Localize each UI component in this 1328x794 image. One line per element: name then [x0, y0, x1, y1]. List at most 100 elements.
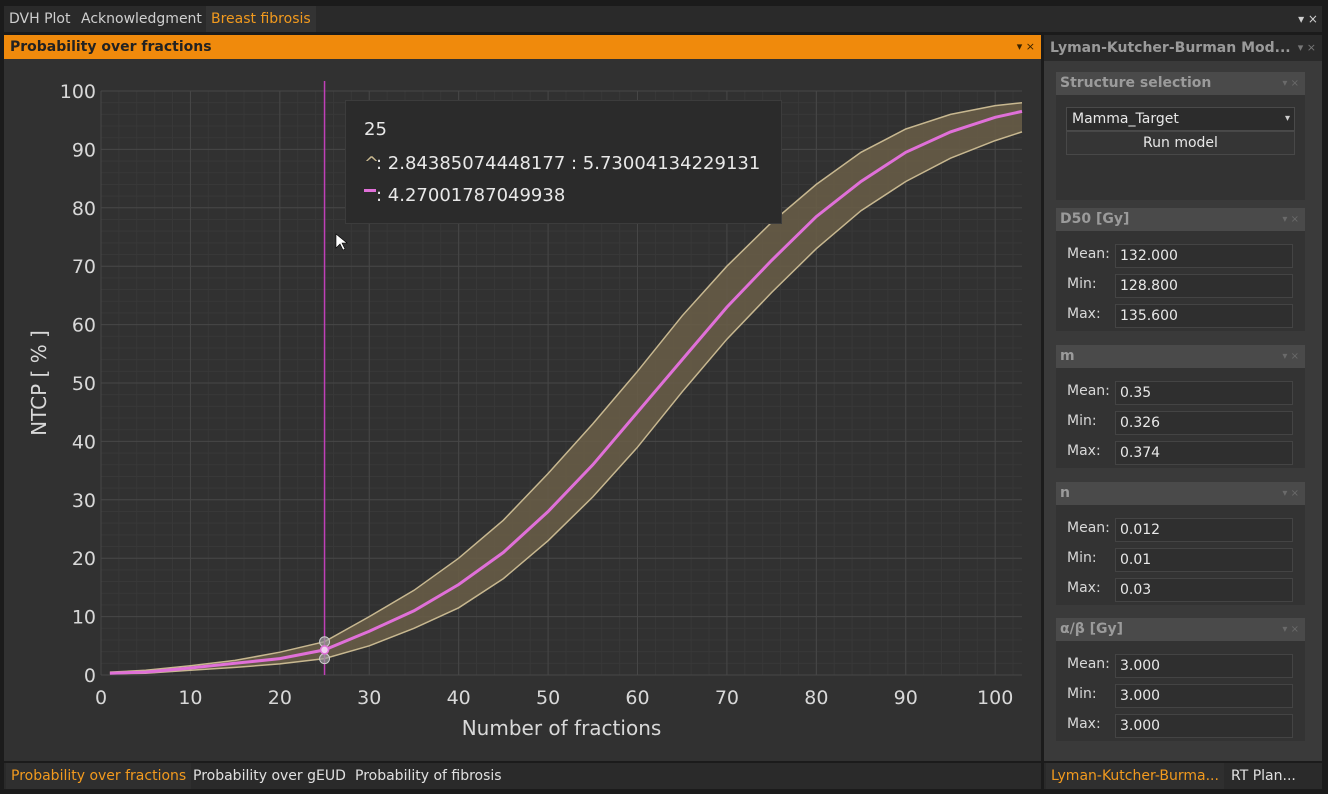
mean-point-marker	[319, 645, 330, 655]
x-tick-label: 50	[536, 687, 560, 709]
max-label: Max:	[1067, 443, 1101, 459]
y-tick-label: 50	[72, 373, 96, 395]
n-max-field[interactable]: 0.03	[1115, 578, 1293, 602]
tab-probability-of-fibrosis[interactable]: Probability of fibrosis	[355, 768, 502, 784]
y-tick-label: 10	[72, 607, 96, 629]
document-tab-bar: DVH Plot Acknowledgment Breast fibrosis …	[4, 6, 1322, 32]
x-tick-label: 100	[977, 687, 1013, 709]
n-mean-field[interactable]: 0.012	[1115, 518, 1293, 542]
panel-pin-close-controls[interactable]: ▾ ×	[1016, 40, 1035, 53]
m-max-field[interactable]: 0.374	[1115, 441, 1293, 465]
m-mean-field[interactable]: 0.35	[1115, 381, 1293, 405]
tab-acknowledgment[interactable]: Acknowledgment	[81, 11, 202, 27]
panel-pin-close-controls[interactable]: ▾ ×	[1297, 41, 1316, 54]
band-lower-edge	[109, 131, 1023, 675]
tab-probability-over-fractions[interactable]: Probability over fractions	[6, 763, 192, 789]
group-controls: ▾ ×	[1282, 624, 1299, 635]
group-controls: ▾ ×	[1282, 488, 1299, 499]
confidence-band	[109, 102, 1022, 674]
group-label: D50 [Gy]	[1060, 211, 1130, 227]
min-label: Min:	[1067, 276, 1097, 292]
x-tick-label: 20	[268, 687, 292, 709]
group-label: Structure selection	[1060, 75, 1212, 91]
n-min-field[interactable]: 0.01	[1115, 548, 1293, 572]
group-controls: ▾ ×	[1282, 351, 1299, 362]
min-label: Min:	[1067, 550, 1097, 566]
x-tick-label: 80	[804, 687, 828, 709]
mouse-cursor-icon	[335, 233, 348, 251]
x-tick-label: 0	[95, 687, 107, 709]
tooltip-band-row: ^: 2.84385074448177 : 5.73004134229131	[364, 153, 760, 174]
structure-selected-value: Mamma_Target	[1072, 111, 1179, 127]
alpha-beta-mean-field[interactable]: 3.000	[1115, 654, 1293, 678]
structure-selection-header: Structure selection ▾ ×	[1056, 72, 1305, 95]
group-header-alpha-beta: α/β [Gy] ▾ ×	[1056, 618, 1305, 641]
alpha-beta-max-field[interactable]: 3.000	[1115, 714, 1293, 738]
x-axis-title: Number of fractions	[462, 716, 662, 740]
min-label: Min:	[1067, 413, 1097, 429]
min-label: Min:	[1067, 686, 1097, 702]
x-tick-label: 30	[357, 687, 381, 709]
x-tick-label: 10	[178, 687, 202, 709]
band-upper-edge	[109, 101, 1023, 673]
mean-label: Mean:	[1067, 246, 1110, 262]
y-axis-title: NTCP [ % ]	[27, 330, 51, 436]
group-header-d50: D50 [Gy] ▾ ×	[1056, 208, 1305, 231]
y-tick-label: 60	[72, 315, 96, 337]
probability-panel-header: Probability over fractions ▾ ×	[4, 35, 1041, 59]
mean-ntcp-line	[109, 109, 1023, 675]
x-tick-label: 70	[715, 687, 739, 709]
y-tick-label: 100	[60, 81, 96, 103]
run-model-button[interactable]: Run model	[1066, 131, 1295, 155]
group-label: m	[1060, 348, 1075, 364]
d50-mean-field[interactable]: 132.000	[1115, 244, 1293, 268]
tooltip-mean-text: : 4.27001787049938	[376, 185, 566, 206]
group-label: α/β [Gy]	[1060, 621, 1124, 637]
mean-line-icon	[364, 185, 376, 206]
y-tick-label: 0	[84, 665, 96, 687]
x-tick-label: 40	[447, 687, 471, 709]
d50-max-field[interactable]: 135.600	[1115, 304, 1293, 328]
y-tick-label: 20	[72, 548, 96, 570]
max-label: Max:	[1067, 306, 1101, 322]
tab-lkb-model[interactable]: Lyman-Kutcher-Burma...	[1046, 763, 1224, 789]
tab-breast-fibrosis[interactable]: Breast fibrosis	[206, 6, 316, 32]
tooltip-x-value: 25	[364, 119, 387, 140]
m-min-field[interactable]: 0.326	[1115, 411, 1293, 435]
tab-dvh-plot[interactable]: DVH Plot	[9, 11, 71, 27]
group-header-m: m ▾ ×	[1056, 345, 1305, 368]
tab-rt-plan[interactable]: RT Plan...	[1231, 768, 1296, 784]
y-tick-label: 80	[72, 198, 96, 220]
chart-tooltip: 25 ^: 2.84385074448177 : 5.7300413422913…	[345, 100, 782, 224]
y-tick-label: 90	[72, 139, 96, 161]
band-marker-icon: ^	[364, 153, 380, 174]
lkb-model-panel-header: Lyman-Kutcher-Burman Mod... ▾ ×	[1044, 35, 1322, 61]
d50-min-field[interactable]: 128.800	[1115, 274, 1293, 298]
y-tick-label: 30	[72, 490, 96, 512]
tooltip-mean-row: : 4.27001787049938	[364, 185, 565, 206]
tab-menu-controls[interactable]: ▾ ×	[1298, 12, 1318, 26]
group-label: n	[1060, 485, 1070, 501]
y-tick-label: 70	[72, 256, 96, 278]
mean-label: Mean:	[1067, 383, 1110, 399]
chart-tab-bar: Probability over fractions Probability o…	[4, 763, 1041, 789]
mean-label: Mean:	[1067, 520, 1110, 536]
group-controls: ▾ ×	[1282, 214, 1299, 225]
structure-dropdown[interactable]: Mamma_Target ▾	[1066, 107, 1295, 131]
group-controls: ▾ ×	[1282, 78, 1299, 89]
right-tab-bar: Lyman-Kutcher-Burma... RT Plan...	[1044, 763, 1322, 789]
y-tick-label: 40	[72, 431, 96, 453]
panel-title: Probability over fractions	[10, 39, 212, 55]
band-point-marker	[319, 653, 331, 665]
panel-title: Lyman-Kutcher-Burman Mod...	[1050, 40, 1291, 56]
mean-label: Mean:	[1067, 656, 1110, 672]
x-tick-label: 60	[625, 687, 649, 709]
tab-probability-over-geud[interactable]: Probability over gEUD	[193, 768, 346, 784]
tooltip-band-text: : 2.84385074448177 : 5.73004134229131	[376, 153, 761, 174]
chevron-down-icon: ▾	[1284, 113, 1290, 124]
max-label: Max:	[1067, 716, 1101, 732]
max-label: Max:	[1067, 580, 1101, 596]
x-tick-label: 90	[894, 687, 918, 709]
alpha-beta-min-field[interactable]: 3.000	[1115, 684, 1293, 708]
group-header-n: n ▾ ×	[1056, 482, 1305, 505]
